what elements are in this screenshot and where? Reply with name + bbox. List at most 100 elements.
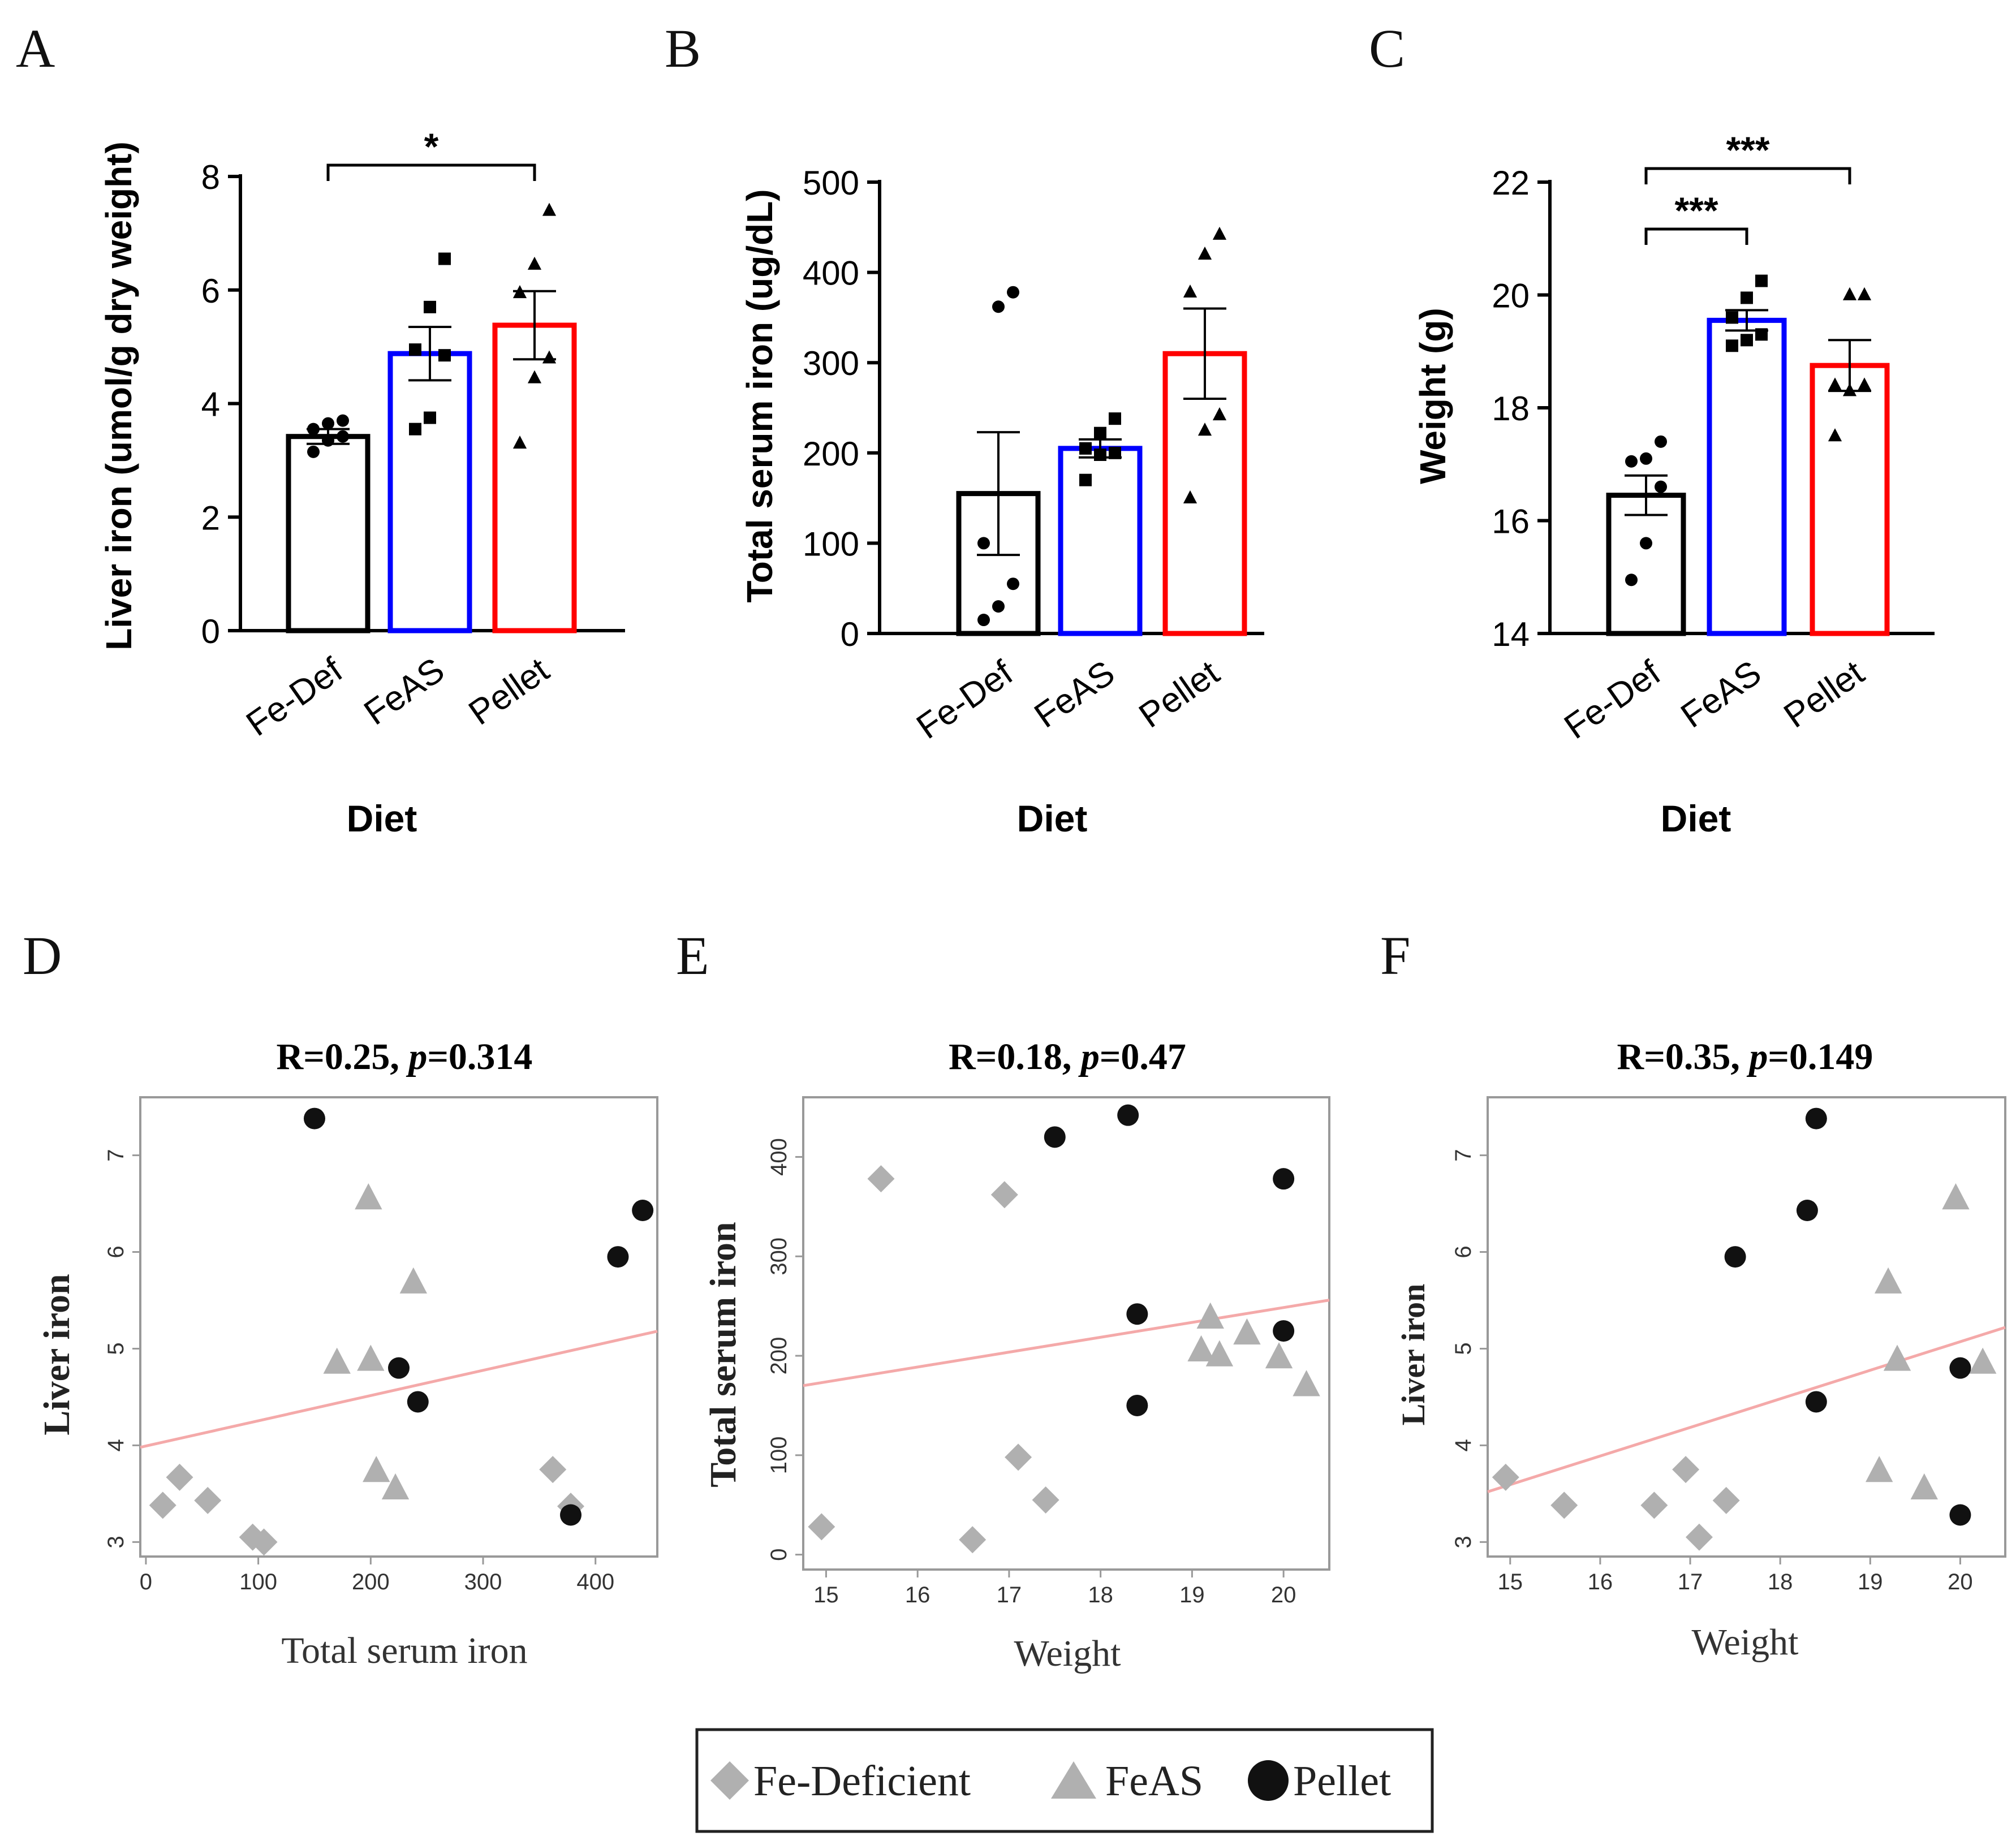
x-tick-label: 19 [1858,1570,1883,1594]
data-point [992,300,1005,313]
data-point [1755,274,1768,287]
panel-c-ylabel: Weight (g) [1412,308,1453,484]
legend-diamond-marker [710,1761,749,1800]
data-point [1828,377,1842,391]
y-tick-label: 4 [104,1439,128,1451]
y-tick-label: 0 [841,615,859,653]
legend: Fe-Deficient FeAS Pellet [695,1728,1434,1833]
point-feas [1942,1183,1970,1210]
point-pellet [1949,1357,1971,1379]
point-pellet [1724,1246,1746,1268]
point-feas [381,1473,410,1500]
bar-fe-def [286,434,371,633]
point-fe-deficient [1032,1486,1059,1514]
x-tick-label: 16 [905,1583,931,1607]
point-fe-deficient [1550,1491,1578,1519]
data-point [337,414,349,427]
data-point [409,423,421,436]
y-tick-label: 6 [1451,1245,1476,1258]
category-label: Pellet [462,650,556,732]
significance-bracket [326,163,536,181]
y-tick-label: 100 [803,525,859,563]
data-point [1212,407,1227,421]
data-point [1212,226,1227,240]
point-pellet [1805,1107,1827,1130]
point-fe-deficient [808,1513,835,1541]
data-point [438,252,451,265]
point-pellet [303,1107,325,1130]
y-tick-label: 4 [201,386,220,424]
regression-line [803,1299,1330,1387]
data-point [977,537,990,550]
bar-feas [1058,446,1143,636]
data-point [1857,287,1872,300]
x-tick-label: 400 [576,1570,614,1594]
panel-letter-c: C [1369,18,1405,79]
data-point [307,445,320,458]
point-feas [1969,1347,1997,1374]
y-tick-label: 5 [1451,1342,1476,1355]
x-tick-label: 18 [1088,1583,1113,1607]
data-point [1183,284,1197,298]
y-tick-label: 3 [1451,1536,1476,1548]
category-label: Pellet [1777,653,1871,735]
data-point [1109,446,1121,459]
x-tick-label: 15 [813,1583,839,1607]
data-point [1828,428,1842,442]
legend-item-pellet: Pellet [1248,1757,1391,1805]
data-point [1640,537,1652,550]
y-tick-label: 7 [104,1149,128,1161]
y-tick-label: 300 [803,344,859,382]
category-label: FeAS [357,650,451,732]
point-pellet [1126,1303,1148,1325]
data-point [424,411,436,424]
point-feas [1910,1473,1938,1500]
significance-label: *** [1674,189,1718,231]
y-tick-label: 16 [1492,503,1530,541]
point-feas [357,1344,385,1371]
panel-d-ylabel: Liver iron [36,1274,77,1435]
y-tick-label: 0 [766,1549,791,1561]
data-point [1655,480,1667,493]
y-tick-label: 500 [803,164,859,202]
category-label: FeAS [1674,653,1768,735]
point-feas [1196,1302,1224,1329]
data-point [409,343,421,356]
point-feas [1233,1318,1261,1345]
legend-label-pellet: Pellet [1293,1757,1391,1805]
data-point [1094,426,1106,439]
panel-b-xlabel: Diet [1017,798,1088,839]
data-point [1655,435,1667,448]
category-label: Fe-Def [910,653,1020,747]
point-pellet [607,1246,629,1268]
data-point [992,600,1005,613]
category-label: Pellet [1132,653,1226,735]
panel-e-ylabel: Total serum iron [703,1222,744,1487]
point-fe-deficient [539,1456,567,1484]
y-tick-label: 300 [766,1238,791,1275]
panel-d-title: R=0.25, p=0.314 [277,1036,533,1077]
point-fe-deficient [1492,1463,1519,1491]
panel-b-ylabel: Total serum iron (ug/dL) [739,189,780,602]
data-point [1625,574,1638,587]
panel-a-xlabel: Diet [347,798,417,839]
point-fe-deficient [1005,1443,1032,1471]
y-tick-label: 20 [1492,277,1530,315]
y-tick-label: 2 [201,499,220,537]
data-point [1726,311,1738,324]
point-feas [1293,1370,1320,1396]
y-tick-label: 6 [201,272,220,310]
data-point [1842,383,1857,396]
point-pellet [388,1357,410,1379]
x-tick-label: 20 [1271,1583,1296,1607]
data-point [512,436,527,449]
panel-b-plot: 0 100 200 300 400 500 Fe-Def FeAS Pellet [803,164,1264,747]
bar-pellet [1810,363,1890,636]
significance-bracket [1644,227,1748,245]
y-tick-label: 200 [803,435,859,473]
regression-line [1487,1326,2006,1493]
significance-label: * [424,126,439,167]
data-point [424,300,436,313]
